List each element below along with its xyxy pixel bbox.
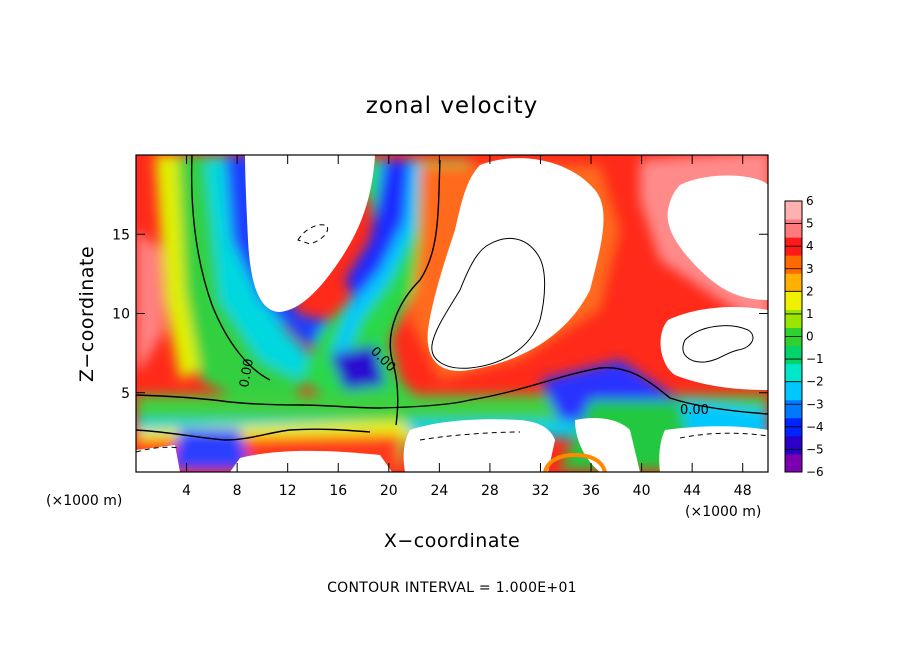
x-tick-label: 48 [734, 483, 752, 499]
colorbar-tick-label: 5 [806, 217, 814, 231]
blue-vortex-center [330, 345, 385, 390]
x-unit-left: (×1000 m) [46, 493, 122, 509]
y-tick-label: 5 [121, 386, 130, 402]
colorbar-swatch [785, 381, 802, 401]
white-region-upper-right [667, 175, 768, 300]
colorbar-swatch [785, 345, 802, 365]
x-tick-label: 4 [182, 483, 191, 499]
colorbar-swatch [785, 273, 802, 292]
white-region-surface-mid [230, 450, 392, 472]
colorbar-tick-label: −2 [806, 375, 824, 389]
heatmap-field: 0.00 0.00 0.00 [136, 155, 768, 472]
contour-positive-right [682, 325, 754, 363]
colorbar-tick-label: −3 [806, 397, 824, 411]
x-tick-label: 24 [430, 483, 448, 499]
colorbar: 6 5 4 3 2 1 0 −1 −2 −3 −4 −5 −6 [784, 194, 824, 479]
colorbar-swatch [785, 291, 802, 310]
colorbar-tick-label: 2 [806, 284, 814, 298]
contour-negative-surface [136, 431, 768, 453]
colorbar-swatch [785, 309, 802, 328]
y-axis-ticks: 5 10 15 [112, 227, 768, 402]
contour-interval-footer: CONTOUR INTERVAL = 1.000E+01 [327, 580, 577, 596]
contour-positive-center [431, 237, 546, 369]
contour-label-1: 0.00 [237, 358, 257, 389]
y-tick-label: 10 [112, 307, 130, 323]
x-tick-label: 40 [633, 483, 651, 499]
x-tick-label: 28 [481, 483, 499, 499]
y-axis-title: Z−coordinate [76, 246, 98, 382]
x-tick-label: 8 [233, 483, 242, 499]
contour-zero-main [136, 366, 768, 415]
x-axis-title: X−coordinate [384, 530, 520, 552]
contour-zero-left [190, 155, 271, 381]
white-region-surface-center [403, 419, 555, 472]
saturation-regions [136, 155, 768, 472]
colorbar-swatch [785, 363, 802, 383]
contour-zero-upper [389, 159, 441, 426]
blue-column-center [345, 160, 410, 300]
colorbar-swatch [785, 435, 802, 455]
surface-ring-feature [543, 452, 607, 472]
x-tick-label: 36 [582, 483, 600, 499]
white-region-upper-left [245, 155, 375, 312]
x-tick-label: 16 [329, 483, 347, 499]
colorbar-tick-label: 0 [806, 330, 814, 344]
contour-negative-upper [297, 224, 329, 245]
x-tick-label: 20 [380, 483, 398, 499]
colorbar-swatch [785, 399, 802, 419]
contour-zero-lower [136, 428, 371, 441]
colorbar-tick-label: −6 [806, 465, 824, 479]
pink-region-left [136, 230, 165, 370]
x-unit-right: (×1000 m) [685, 504, 761, 520]
contour-lines [136, 155, 768, 453]
y-tick-label: 15 [112, 227, 130, 243]
x-axis-ticks: 4 8 12 16 20 24 28 32 36 40 44 48 [182, 155, 752, 499]
colorbar-tick-label: −1 [806, 352, 824, 366]
colorbar-tick-label: −5 [806, 442, 824, 456]
colorbar-swatch [785, 255, 802, 274]
colorbar-tick-label: 1 [806, 307, 814, 321]
colorbar-swatch [785, 201, 802, 220]
colorbar-tick-label: 6 [806, 194, 814, 208]
white-region-surface-far-right [659, 426, 768, 472]
x-tick-label: 12 [279, 483, 297, 499]
colorbar-tick-label: 3 [806, 262, 814, 276]
white-region-surface-left [136, 445, 180, 472]
colorbar-tick-label: 4 [806, 239, 814, 253]
white-region-upper-center [427, 158, 604, 371]
contour-label-3: 0.00 [680, 403, 709, 418]
x-tick-label: 44 [683, 483, 701, 499]
yellow-band-left [155, 155, 200, 380]
colorbar-swatch [785, 453, 802, 473]
x-tick-label: 32 [532, 483, 550, 499]
colorbar-swatch [785, 219, 802, 238]
colorbar-tick-label: −4 [806, 420, 824, 434]
chart-title: zonal velocity [366, 93, 538, 119]
